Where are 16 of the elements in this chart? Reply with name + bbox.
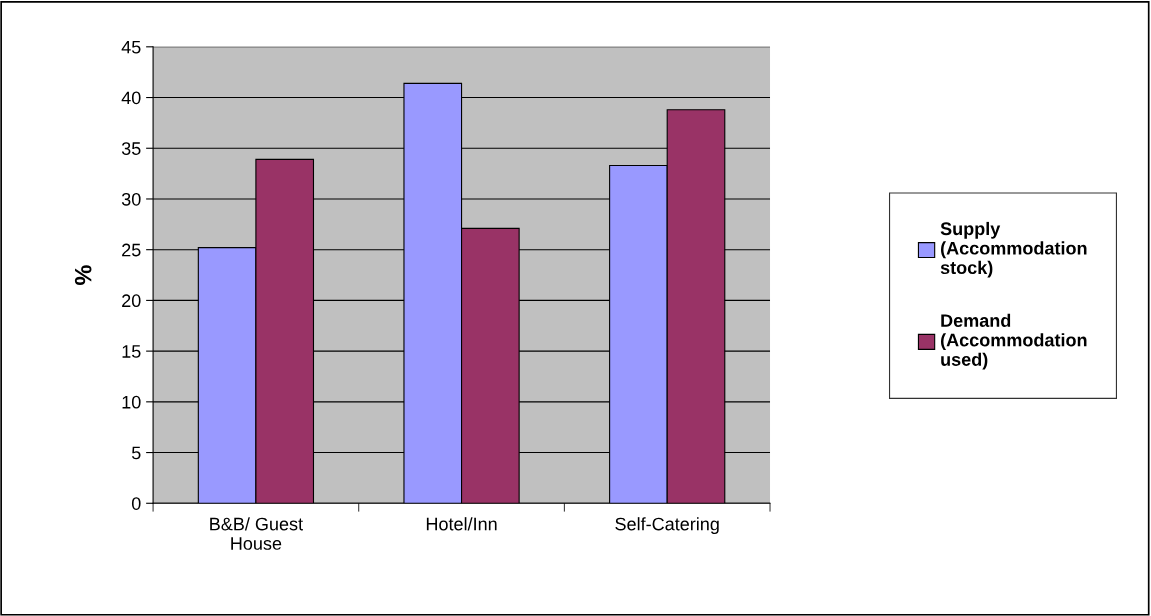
legend-label: Demand (Accommodation used): [941, 313, 1087, 370]
y-axis-title: %: [74, 265, 92, 285]
y-tick-label: 15: [122, 345, 141, 358]
y-tick-label: 30: [121, 192, 141, 206]
y-tick-label: 20: [122, 294, 141, 308]
x-tick-label: B&B/ Guest House: [210, 517, 303, 550]
legend-label: Supply (Accommodation stock): [940, 221, 1087, 278]
y-tick-label: 0: [131, 497, 141, 510]
y-tick-label: 25: [122, 243, 141, 257]
y-tick-label: 5: [131, 446, 141, 460]
x-tick-label: Hotel/Inn: [426, 517, 497, 531]
y-tick-label: 10: [122, 395, 141, 409]
y-tick-label: 40: [121, 91, 141, 105]
y-tick-label: 45: [121, 40, 141, 54]
y-tick-label: 35: [121, 142, 141, 155]
x-tick-label: Self-Catering: [615, 517, 719, 534]
